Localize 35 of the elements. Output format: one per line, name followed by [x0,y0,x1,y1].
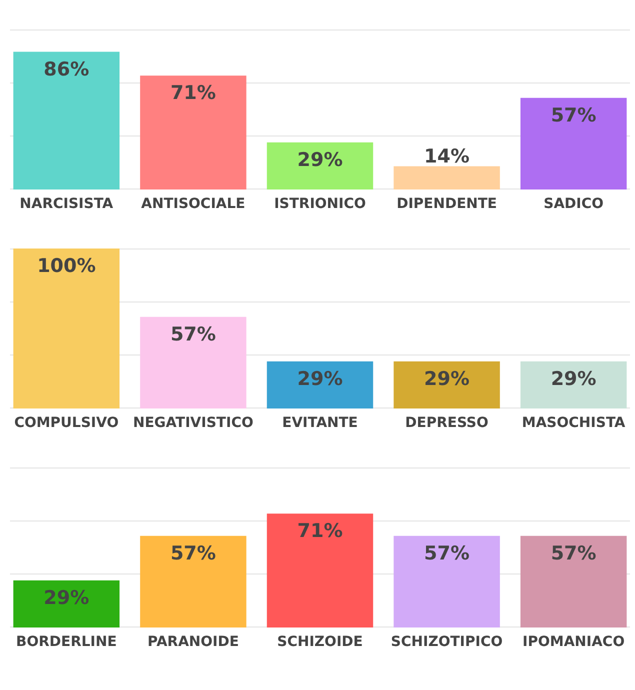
bar [13,52,120,190]
x-tick-label: SCHIZOIDE [277,634,363,650]
data-label: 29% [297,368,343,390]
x-tick-label: EVITANTE [282,415,358,431]
data-label: 71% [170,82,216,104]
bar [140,76,246,190]
x-tick-label: SCHIZOTIPICO [390,634,503,650]
data-label: 14% [424,146,470,168]
data-label: 57% [424,542,470,564]
x-tick-label: PARANOIDE [147,634,239,650]
x-tick-label: IPOMANIACO [522,634,625,650]
data-label: 29% [44,586,90,609]
data-label: 71% [297,520,343,542]
x-tick-label: DEPRESSO [405,415,488,431]
data-label: 57% [170,323,216,346]
data-label: 29% [297,148,343,171]
x-tick-label: NARCISISTA [20,196,114,212]
x-tick-label: NEGATIVISTICO [133,415,254,431]
data-label: 86% [44,58,90,80]
data-label: 57% [550,542,596,564]
data-label: 29% [424,368,470,390]
x-tick-label: SADICO [544,196,604,212]
data-label: 57% [550,104,596,126]
bar [394,166,500,190]
data-label: 29% [550,368,596,390]
x-tick-label: MASOCHISTA [522,415,626,431]
x-tick-label: BORDERLINE [16,634,117,650]
x-tick-label: COMPULSIVO [14,415,119,431]
bar [266,142,374,190]
x-tick-label: ISTRIONICO [274,196,366,212]
data-label: 100% [37,255,96,277]
bar [520,98,627,190]
data-label: 57% [170,542,216,564]
x-tick-label: ANTISOCIALE [141,196,246,212]
x-tick-label: DIPENDENTE [396,196,497,212]
